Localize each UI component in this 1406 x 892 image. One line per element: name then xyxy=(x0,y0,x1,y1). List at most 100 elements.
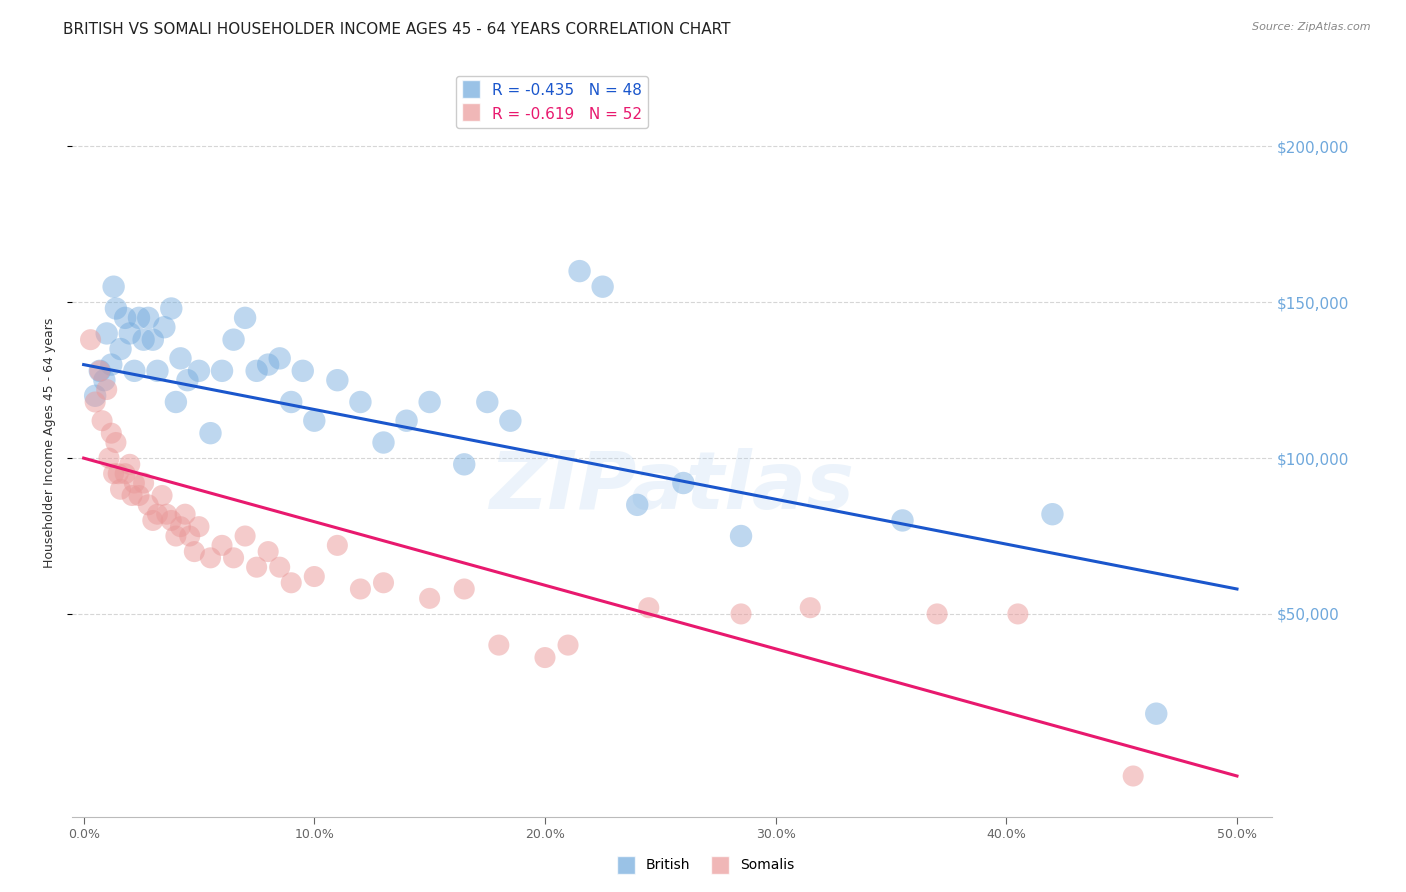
Point xyxy=(557,638,579,652)
Point xyxy=(280,575,302,590)
Point xyxy=(349,582,371,596)
Point xyxy=(96,383,118,397)
Point xyxy=(114,310,136,325)
Point xyxy=(373,575,395,590)
Point xyxy=(233,529,256,543)
Point xyxy=(534,650,557,665)
Point xyxy=(326,538,349,552)
Legend: British, Somalis: British, Somalis xyxy=(606,853,800,878)
Point xyxy=(136,310,159,325)
Point xyxy=(211,364,233,378)
Point xyxy=(183,544,205,558)
Point xyxy=(103,467,125,481)
Point xyxy=(165,395,187,409)
Point xyxy=(592,279,614,293)
Point xyxy=(280,395,302,409)
Point xyxy=(1122,769,1144,783)
Point xyxy=(142,513,165,527)
Point xyxy=(373,435,395,450)
Point xyxy=(84,389,107,403)
Point xyxy=(730,607,752,621)
Text: Source: ZipAtlas.com: Source: ZipAtlas.com xyxy=(1253,22,1371,32)
Point xyxy=(453,458,475,472)
Point xyxy=(269,560,291,574)
Point xyxy=(107,467,129,481)
Point xyxy=(91,414,114,428)
Point xyxy=(160,301,183,316)
Point xyxy=(637,600,659,615)
Point xyxy=(257,544,280,558)
Point xyxy=(419,591,441,606)
Point xyxy=(89,364,111,378)
Point xyxy=(927,607,949,621)
Text: ZIPatlas: ZIPatlas xyxy=(489,449,855,526)
Point xyxy=(98,451,121,466)
Point xyxy=(246,560,269,574)
Point xyxy=(730,529,752,543)
Point xyxy=(188,364,211,378)
Point xyxy=(568,264,591,278)
Y-axis label: Householder Income Ages 45 - 64 years: Householder Income Ages 45 - 64 years xyxy=(44,318,56,567)
Point xyxy=(222,333,245,347)
Point xyxy=(132,476,155,491)
Point xyxy=(124,364,146,378)
Point xyxy=(672,476,695,491)
Point xyxy=(179,529,201,543)
Point xyxy=(799,600,821,615)
Point xyxy=(79,333,101,347)
Point xyxy=(103,279,125,293)
Legend: R = -0.435   N = 48, R = -0.619   N = 52: R = -0.435 N = 48, R = -0.619 N = 52 xyxy=(456,76,648,128)
Point xyxy=(128,310,150,325)
Point xyxy=(110,342,132,356)
Point xyxy=(104,435,127,450)
Point xyxy=(1144,706,1167,721)
Point xyxy=(146,507,169,521)
Point xyxy=(142,333,165,347)
Point xyxy=(188,519,211,533)
Point xyxy=(132,333,155,347)
Point xyxy=(477,395,499,409)
Point xyxy=(349,395,371,409)
Point xyxy=(291,364,314,378)
Point xyxy=(114,467,136,481)
Point xyxy=(200,426,222,441)
Point xyxy=(128,488,150,502)
Point xyxy=(110,483,132,497)
Point xyxy=(84,395,107,409)
Point xyxy=(124,476,146,491)
Point xyxy=(150,488,173,502)
Point xyxy=(160,513,183,527)
Point xyxy=(222,550,245,565)
Point xyxy=(453,582,475,596)
Point xyxy=(304,414,326,428)
Point xyxy=(169,519,191,533)
Point xyxy=(304,569,326,583)
Text: BRITISH VS SOMALI HOUSEHOLDER INCOME AGES 45 - 64 YEARS CORRELATION CHART: BRITISH VS SOMALI HOUSEHOLDER INCOME AGE… xyxy=(63,22,731,37)
Point xyxy=(488,638,510,652)
Point xyxy=(136,498,159,512)
Point xyxy=(169,351,191,366)
Point xyxy=(146,364,169,378)
Point xyxy=(257,358,280,372)
Point xyxy=(156,507,179,521)
Point xyxy=(200,550,222,565)
Point xyxy=(165,529,187,543)
Point xyxy=(233,310,256,325)
Point xyxy=(1042,507,1064,521)
Point xyxy=(176,373,198,387)
Point xyxy=(174,507,197,521)
Point xyxy=(891,513,914,527)
Point xyxy=(1007,607,1029,621)
Point xyxy=(395,414,418,428)
Point xyxy=(211,538,233,552)
Point xyxy=(121,488,143,502)
Point xyxy=(626,498,648,512)
Point xyxy=(100,358,122,372)
Point xyxy=(89,364,111,378)
Point xyxy=(118,326,141,341)
Point xyxy=(100,426,122,441)
Point xyxy=(104,301,127,316)
Point xyxy=(269,351,291,366)
Point xyxy=(153,320,176,334)
Point xyxy=(499,414,522,428)
